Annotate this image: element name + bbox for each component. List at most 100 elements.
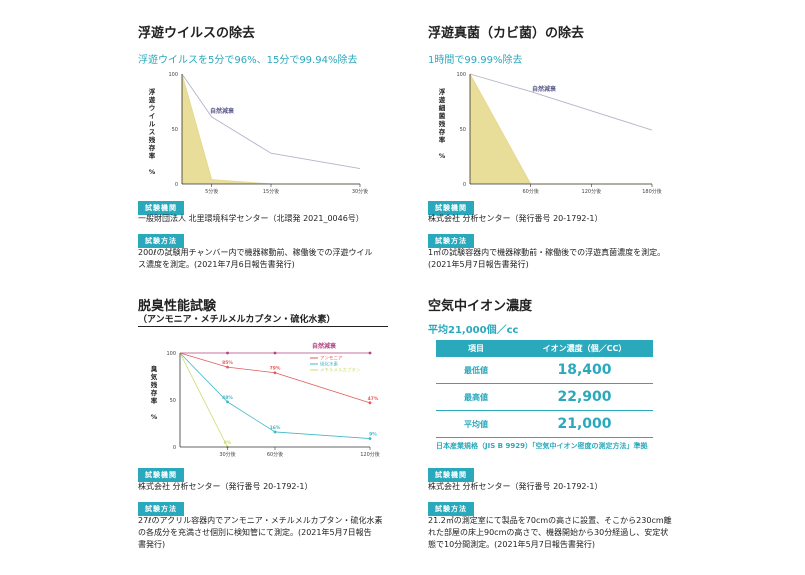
table-row: 最低値 18,400 xyxy=(436,357,653,384)
virus-title: 浮遊ウイルスの除去 xyxy=(138,26,256,41)
data-label: 47% xyxy=(368,396,379,402)
deodor-chart: 臭気残存率 % 100 50 0 85% 79% 47% 48% 16% 9% 0% 30分後 60分後… xyxy=(151,342,380,458)
mold-method-line1: 1㎥の試験容器内で機器稼動前・稼働後での浮遊真菌濃度を測定。 xyxy=(428,248,666,257)
ion-title: 空気中イオン濃度 xyxy=(428,299,533,314)
y-tick-label: 50 xyxy=(172,127,178,133)
data-label: 9% xyxy=(369,432,377,438)
ion-row-value: 18,400 xyxy=(516,357,653,384)
deodor-org-tag: 試験機関 xyxy=(138,468,184,482)
ion-org-text: 株式会社 分析センター（発行番号 20-1792-1） xyxy=(428,482,603,491)
deodor-method-tag: 試験方法 xyxy=(138,502,184,516)
x-tick-label: 120分後 xyxy=(582,188,602,194)
y-tick-label: 100 xyxy=(166,351,176,357)
virus-method-tag: 試験方法 xyxy=(138,234,184,248)
mold-title: 浮遊真菌（カビ菌）の除去 xyxy=(428,26,585,41)
deodor-method-line2: の各成分を充満させ個別に検知管にて測定。(2021年5月7日報告 xyxy=(138,528,372,537)
legend-entry: 硫化水素 xyxy=(320,361,338,368)
y-tick-label: 50 xyxy=(460,127,466,133)
virus-org-text: 一般財団法人 北里環境科学センター（北環発 2021_0046号） xyxy=(138,214,364,223)
deodor-method-line1: 27ℓのアクリル容器内でアンモニア・メチルメルカプタン・硫化水素 xyxy=(138,516,383,525)
legend-entry: アンモニア xyxy=(320,356,343,362)
ion-row-label: 最高値 xyxy=(436,383,516,411)
series-area-1 xyxy=(470,74,652,184)
series-line-2 xyxy=(179,352,371,439)
y-axis-label: 臭気残存率 % xyxy=(151,364,158,421)
ion-table: 項目 イオン濃度（個／CC） 最低値 18,400 最高値 22,900 平均値… xyxy=(436,340,653,438)
series-line-0 xyxy=(181,73,361,170)
ion-row-value: 22,900 xyxy=(516,383,653,411)
ion-method-text: 21.2㎥の測定室にて製品を70cmの高さに設置、そこから230cm離 れた部屋… xyxy=(428,515,678,551)
ion-org-tag: 試験機関 xyxy=(428,468,474,482)
x-tick-label: 120分後 xyxy=(360,451,380,458)
ion-method-line2: れた部屋の床上90cmの高さで、機器開始から30分経過し、安定状 xyxy=(428,528,669,537)
ion-row-label: 平均値 xyxy=(436,410,516,438)
ion-row-label: 最低値 xyxy=(436,357,516,384)
data-point xyxy=(273,430,277,434)
y-tick-label: 0 xyxy=(463,182,466,188)
series-area-1 xyxy=(182,74,360,184)
ion-row-value: 21,000 xyxy=(516,410,653,438)
deodor-org-text: 株式会社 分析センター（発行番号 20-1792-1） xyxy=(138,482,313,491)
data-label: 16% xyxy=(270,425,281,431)
mold-method-text: 1㎥の試験容器内で機器稼動前・稼働後での浮遊真菌濃度を測定。 (2021年5月7… xyxy=(428,247,673,271)
deodor-subtitle: （アンモニア・メチルメルカプタン・硫化水素） xyxy=(138,315,336,325)
annotation-natural-decay: 自然減衰 xyxy=(532,85,557,93)
deodor-method-text: 27ℓのアクリル容器内でアンモニア・メチルメルカプタン・硫化水素 の各成分を充満… xyxy=(138,515,388,551)
virus-org-tag: 試験機関 xyxy=(138,201,184,215)
x-tick-label: 60分後 xyxy=(267,451,283,458)
deodor-divider xyxy=(138,326,388,327)
ion-method-line1: 21.2㎥の測定室にて製品を70cmの高さに設置、そこから230cm離 xyxy=(428,516,672,525)
series-line-1 xyxy=(179,352,371,404)
series-line-3 xyxy=(179,352,228,448)
data-point xyxy=(226,351,229,355)
mold-org-tag: 試験機関 xyxy=(428,201,474,215)
mold-method-tag: 試験方法 xyxy=(428,234,474,248)
data-point xyxy=(368,437,372,440)
y-tick-label: 50 xyxy=(170,398,176,404)
data-point xyxy=(273,351,277,355)
y-tick-label: 0 xyxy=(175,182,178,188)
series-line-1 xyxy=(181,73,361,185)
ion-col-item: 項目 xyxy=(436,340,516,357)
x-tick-label: 15分後 xyxy=(263,188,279,194)
data-label: 85% xyxy=(222,360,233,366)
deodor-method-line3: 書発行) xyxy=(138,540,166,549)
ion-method-tag: 試験方法 xyxy=(428,502,474,516)
virus-subtitle: 浮遊ウイルスを5分で96%、15分で99.94%除去 xyxy=(138,55,358,66)
y-axis-label: 浮遊ウイルス残存率 % xyxy=(149,87,156,176)
mold-org-text: 株式会社 分析センター（発行番号 20-1792-1） xyxy=(428,214,603,223)
mold-chart: 浮遊細菌残存率 % 100 50 0 60分後 120分後 180分後 自然減衰 xyxy=(439,72,662,194)
virus-method-line2: ス濃度を測定。(2021年7月6日報告書発行) xyxy=(138,260,295,269)
annotation-natural-decay: 自然減衰 xyxy=(312,342,337,350)
virus-method-text: 200ℓの試験用チャンバー内で機器稼動前、稼働後での浮遊ウイル ス濃度を測定。(… xyxy=(138,247,378,271)
x-tick-label: 5分後 xyxy=(205,188,218,194)
data-point xyxy=(226,365,229,369)
mold-method-line2: (2021年5月7日報告書発行) xyxy=(428,260,529,269)
y-tick-label: 0 xyxy=(173,445,176,451)
data-point xyxy=(368,351,372,355)
data-label: 0% xyxy=(224,440,232,446)
data-point xyxy=(226,400,229,404)
data-point xyxy=(273,371,277,375)
x-tick-label: 180分後 xyxy=(642,188,662,194)
legend-entry: メチルメルカプタン xyxy=(320,367,361,374)
ion-subtitle: 平均21,000個／cc xyxy=(428,325,519,336)
ion-method-line3: 態で10分間測定。(2021年5月7日報告書発行) xyxy=(428,540,595,549)
data-point xyxy=(368,401,372,405)
table-row: 平均値 21,000 xyxy=(436,410,653,438)
series-line-0 xyxy=(469,73,653,131)
virus-method-line1: 200ℓの試験用チャンバー内で機器稼動前、稼働後での浮遊ウイル xyxy=(138,248,373,257)
x-tick-label: 30分後 xyxy=(219,451,235,458)
ion-col-value: イオン濃度（個／CC） xyxy=(516,340,653,357)
y-axis-label: 浮遊細菌残存率 % xyxy=(439,87,446,160)
annotation-natural-decay: 自然減衰 xyxy=(210,107,235,115)
table-row: 最高値 22,900 xyxy=(436,383,653,411)
ion-jis-note: 日本産業規格（JIS B 9929）「空気中イオン密度の測定方法」準拠 xyxy=(436,442,648,450)
x-tick-label: 60分後 xyxy=(522,188,538,194)
virus-chart: 浮遊ウイルス残存率 % 100 50 0 5分後 15分後 30分後 自然減衰 xyxy=(149,72,368,194)
deodor-title: 脱臭性能試験 xyxy=(138,299,217,314)
x-tick-label: 30分後 xyxy=(352,188,368,194)
mold-subtitle: 1時間で99.99%除去 xyxy=(428,55,523,66)
y-tick-label: 100 xyxy=(168,72,178,78)
data-label: 48% xyxy=(222,395,233,401)
